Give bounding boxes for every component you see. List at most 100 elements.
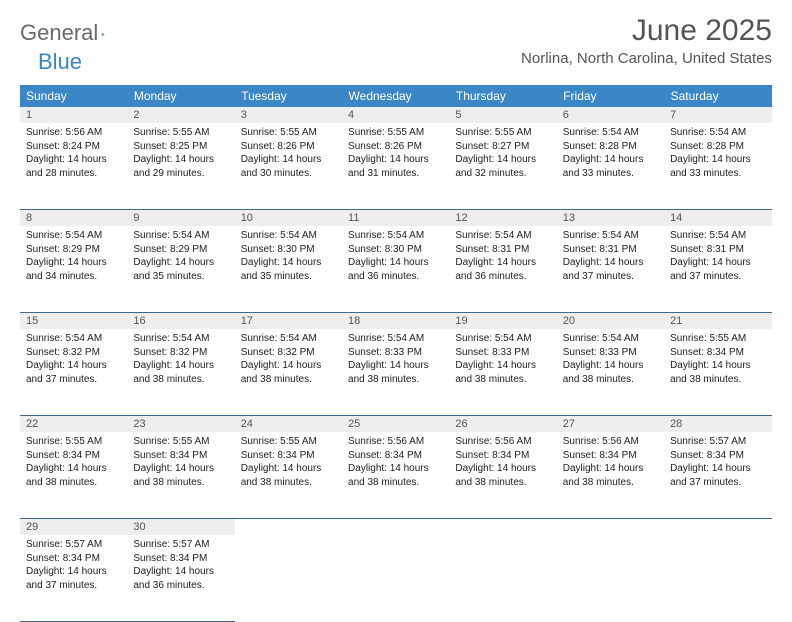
daylight-line: Daylight: 14 hours and 38 minutes. [563, 462, 658, 489]
day-number-row: 891011121314 [20, 210, 772, 227]
day-number-cell: 25 [342, 416, 449, 433]
day-details: Sunrise: 5:56 AMSunset: 8:34 PMDaylight:… [449, 432, 556, 495]
day-cell: Sunrise: 5:56 AMSunset: 8:24 PMDaylight:… [20, 123, 127, 210]
day-cell: Sunrise: 5:57 AMSunset: 8:34 PMDaylight:… [664, 432, 771, 519]
sunset-line: Sunset: 8:34 PM [133, 552, 228, 566]
day-details: Sunrise: 5:55 AMSunset: 8:25 PMDaylight:… [127, 123, 234, 186]
day-number-cell [557, 519, 664, 536]
daylight-line: Daylight: 14 hours and 37 minutes. [670, 462, 765, 489]
day-details: Sunrise: 5:55 AMSunset: 8:26 PMDaylight:… [235, 123, 342, 186]
daylight-line: Daylight: 14 hours and 35 minutes. [241, 256, 336, 283]
sunrise-line: Sunrise: 5:56 AM [348, 435, 443, 449]
sunset-line: Sunset: 8:34 PM [670, 346, 765, 360]
day-number-cell: 14 [664, 210, 771, 227]
sunset-line: Sunset: 8:28 PM [563, 140, 658, 154]
day-details: Sunrise: 5:54 AMSunset: 8:31 PMDaylight:… [449, 226, 556, 289]
daylight-line: Daylight: 14 hours and 38 minutes. [348, 462, 443, 489]
sunset-line: Sunset: 8:27 PM [455, 140, 550, 154]
sunset-line: Sunset: 8:24 PM [26, 140, 121, 154]
sunset-line: Sunset: 8:25 PM [133, 140, 228, 154]
day-cell [235, 535, 342, 622]
sunrise-line: Sunrise: 5:55 AM [348, 126, 443, 140]
day-number-cell [342, 519, 449, 536]
day-number-cell: 1 [20, 107, 127, 123]
sunset-line: Sunset: 8:28 PM [670, 140, 765, 154]
day-number-cell: 2 [127, 107, 234, 123]
daylight-line: Daylight: 14 hours and 30 minutes. [241, 153, 336, 180]
sunset-line: Sunset: 8:34 PM [563, 449, 658, 463]
day-details: Sunrise: 5:55 AMSunset: 8:34 PMDaylight:… [235, 432, 342, 495]
day-cell: Sunrise: 5:55 AMSunset: 8:26 PMDaylight:… [342, 123, 449, 210]
day-cell: Sunrise: 5:56 AMSunset: 8:34 PMDaylight:… [449, 432, 556, 519]
weekday-header: Tuesday [235, 85, 342, 107]
sunset-line: Sunset: 8:26 PM [348, 140, 443, 154]
sunrise-line: Sunrise: 5:54 AM [670, 229, 765, 243]
sunrise-line: Sunrise: 5:54 AM [455, 332, 550, 346]
location-text: Norlina, North Carolina, United States [521, 50, 772, 67]
weekday-header: Saturday [664, 85, 771, 107]
day-number-cell: 11 [342, 210, 449, 227]
day-details: Sunrise: 5:54 AMSunset: 8:28 PMDaylight:… [557, 123, 664, 186]
day-number-cell: 21 [664, 313, 771, 330]
day-number-cell: 20 [557, 313, 664, 330]
day-details: Sunrise: 5:57 AMSunset: 8:34 PMDaylight:… [20, 535, 127, 598]
sunset-line: Sunset: 8:33 PM [455, 346, 550, 360]
day-number-row: 15161718192021 [20, 313, 772, 330]
day-cell: Sunrise: 5:56 AMSunset: 8:34 PMDaylight:… [342, 432, 449, 519]
day-cell [557, 535, 664, 622]
day-details: Sunrise: 5:54 AMSunset: 8:31 PMDaylight:… [664, 226, 771, 289]
day-details: Sunrise: 5:54 AMSunset: 8:32 PMDaylight:… [235, 329, 342, 392]
daylight-line: Daylight: 14 hours and 34 minutes. [26, 256, 121, 283]
day-content-row: Sunrise: 5:54 AMSunset: 8:29 PMDaylight:… [20, 226, 772, 313]
day-details: Sunrise: 5:55 AMSunset: 8:34 PMDaylight:… [20, 432, 127, 495]
daylight-line: Daylight: 14 hours and 37 minutes. [26, 565, 121, 592]
logo: General [20, 20, 123, 46]
sunrise-line: Sunrise: 5:57 AM [670, 435, 765, 449]
day-number-cell: 26 [449, 416, 556, 433]
sunset-line: Sunset: 8:33 PM [563, 346, 658, 360]
day-number-cell: 30 [127, 519, 234, 536]
daylight-line: Daylight: 14 hours and 32 minutes. [455, 153, 550, 180]
day-details: Sunrise: 5:56 AMSunset: 8:24 PMDaylight:… [20, 123, 127, 186]
daylight-line: Daylight: 14 hours and 36 minutes. [133, 565, 228, 592]
sunset-line: Sunset: 8:31 PM [563, 243, 658, 257]
logo-word-1: General [20, 20, 98, 46]
sunset-line: Sunset: 8:31 PM [670, 243, 765, 257]
day-details: Sunrise: 5:54 AMSunset: 8:28 PMDaylight:… [664, 123, 771, 186]
daylight-line: Daylight: 14 hours and 37 minutes. [670, 256, 765, 283]
daylight-line: Daylight: 14 hours and 38 minutes. [455, 462, 550, 489]
day-number-cell: 16 [127, 313, 234, 330]
day-cell: Sunrise: 5:54 AMSunset: 8:29 PMDaylight:… [20, 226, 127, 313]
sunrise-line: Sunrise: 5:56 AM [563, 435, 658, 449]
day-details: Sunrise: 5:54 AMSunset: 8:30 PMDaylight:… [235, 226, 342, 289]
day-cell [449, 535, 556, 622]
sunset-line: Sunset: 8:30 PM [348, 243, 443, 257]
day-details: Sunrise: 5:54 AMSunset: 8:32 PMDaylight:… [20, 329, 127, 392]
calendar-table: SundayMondayTuesdayWednesdayThursdayFrid… [20, 85, 772, 622]
day-number-cell: 24 [235, 416, 342, 433]
day-number-cell: 8 [20, 210, 127, 227]
month-title: June 2025 [521, 14, 772, 48]
sunset-line: Sunset: 8:34 PM [348, 449, 443, 463]
day-number-cell: 7 [664, 107, 771, 123]
day-details: Sunrise: 5:55 AMSunset: 8:27 PMDaylight:… [449, 123, 556, 186]
day-number-cell: 10 [235, 210, 342, 227]
sunrise-line: Sunrise: 5:54 AM [455, 229, 550, 243]
daylight-line: Daylight: 14 hours and 37 minutes. [26, 359, 121, 386]
day-cell: Sunrise: 5:54 AMSunset: 8:28 PMDaylight:… [664, 123, 771, 210]
day-content-row: Sunrise: 5:54 AM Sunset: 8:32 PMDaylight:… [20, 329, 772, 416]
sunset-line: Sunset: 8:33 PM [348, 346, 443, 360]
day-number-cell: 12 [449, 210, 556, 227]
sunrise-line: Sunrise: 5:55 AM [26, 435, 121, 449]
sunset-line: Sunset: 8:34 PM [26, 552, 121, 566]
sunset-line: Sunset: 8:32 PM [26, 346, 121, 360]
day-number-cell: 18 [342, 313, 449, 330]
day-details: Sunrise: 5:57 AMSunset: 8:34 PMDaylight:… [664, 432, 771, 495]
sunset-line: Sunset: 8:26 PM [241, 140, 336, 154]
daylight-line: Daylight: 14 hours and 37 minutes. [563, 256, 658, 283]
day-details: Sunrise: 5:54 AMSunset: 8:32 PMDaylight:… [127, 329, 234, 392]
daylight-line: Daylight: 14 hours and 28 minutes. [26, 153, 121, 180]
daylight-line: Daylight: 14 hours and 38 minutes. [26, 462, 121, 489]
daylight-line: Daylight: 14 hours and 38 minutes. [133, 462, 228, 489]
weekday-header: Sunday [20, 85, 127, 107]
